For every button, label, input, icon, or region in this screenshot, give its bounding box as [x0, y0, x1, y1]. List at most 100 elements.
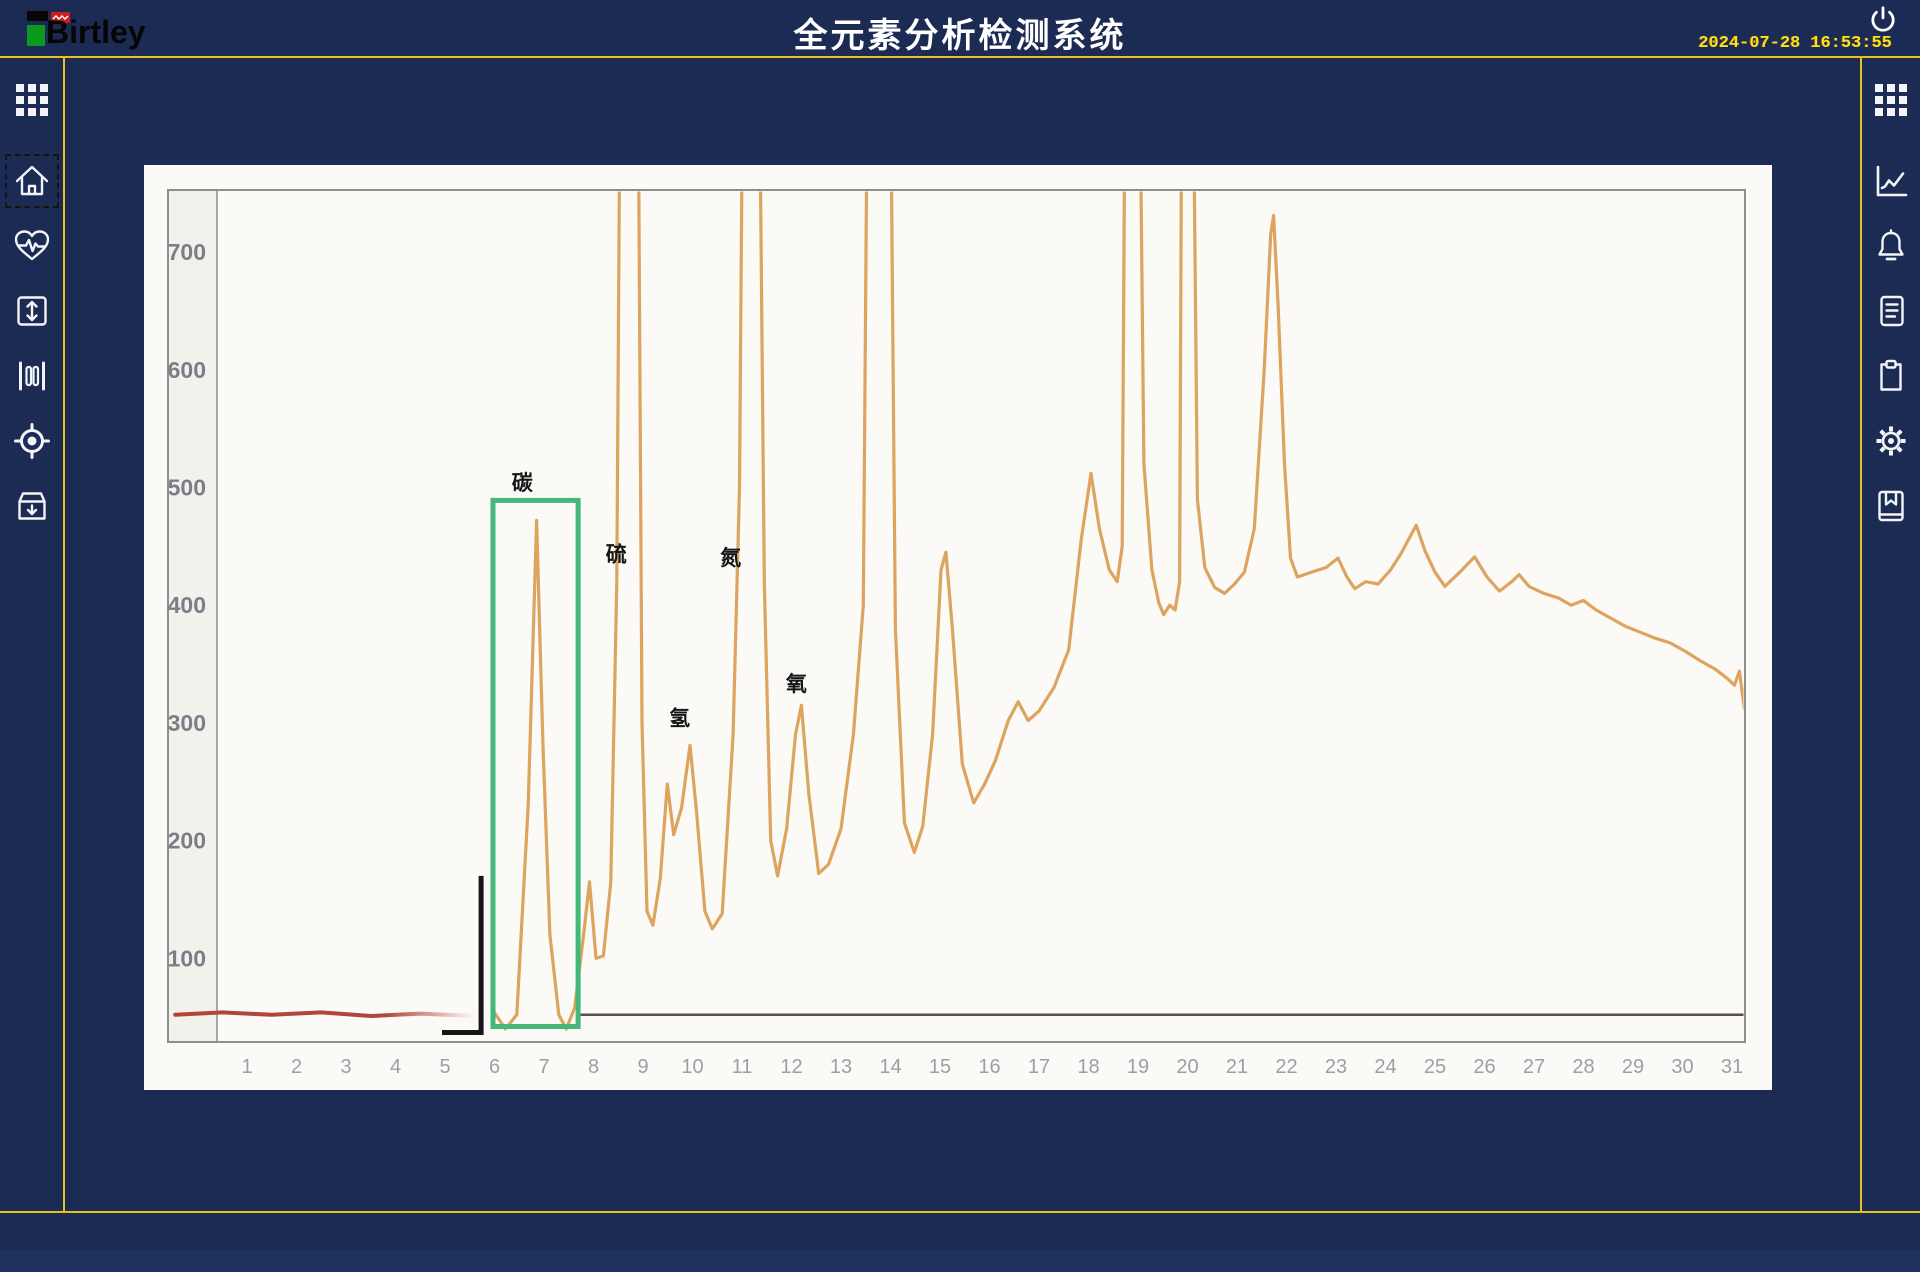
x-tick-label: 21: [1226, 1056, 1248, 1078]
sidebar-tasks-button[interactable]: [1871, 356, 1911, 396]
x-tick-label: 11: [732, 1056, 753, 1078]
sidebar-records-button[interactable]: [1871, 291, 1911, 331]
x-tick-label: 23: [1325, 1056, 1347, 1078]
document-icon: [1871, 291, 1911, 331]
x-tick-label: 16: [978, 1056, 1000, 1078]
bars-icon: [12, 356, 52, 396]
logo-text: Birtley: [46, 14, 146, 50]
x-tick-label: 20: [1176, 1056, 1198, 1078]
x-tick-label: 2: [291, 1056, 302, 1078]
x-tick-label: 28: [1572, 1056, 1594, 1078]
grid-icon: [1871, 80, 1911, 120]
bottom-status-strip: [0, 1250, 1920, 1272]
chart-line-icon: [1871, 161, 1911, 201]
scan-paper: [144, 165, 1772, 1090]
x-tick-label: 24: [1374, 1056, 1396, 1078]
element-label: 碳: [512, 471, 534, 495]
sidebar-archive-button[interactable]: [12, 486, 52, 526]
archive-icon: [12, 486, 52, 526]
x-tick-label: 27: [1523, 1056, 1545, 1078]
integration-mark: [442, 875, 484, 1035]
left-divider-line: [63, 57, 65, 1212]
sidebar-columns-button[interactable]: [12, 356, 52, 396]
y-tick-label: 600: [168, 357, 206, 383]
sidebar-trend-chart-button[interactable]: [1871, 161, 1911, 201]
x-tick-label: 19: [1127, 1056, 1149, 1078]
y-tick-label: 200: [168, 828, 206, 854]
sidebar-home-button[interactable]: [4, 154, 59, 208]
logo-red-square: [51, 12, 70, 23]
bell-icon: [1871, 226, 1911, 266]
x-tick-label: 9: [637, 1056, 648, 1078]
x-tick-label: 31: [1721, 1056, 1743, 1078]
x-tick-label: 4: [390, 1056, 401, 1078]
x-tick-label: 14: [879, 1056, 901, 1078]
chromatogram-panel: 700 600 500 400 300 200 100 1 2 3 4 5 6 7 8 9 10 11 12 13 14…: [144, 165, 1772, 1090]
sidebar-settings-button[interactable]: [1871, 421, 1911, 461]
logo-black-square: [27, 11, 48, 21]
sidebar-apps-menu-button[interactable]: [12, 80, 52, 120]
y-tick-label: 700: [168, 239, 206, 265]
plot-frame: [167, 189, 1746, 1043]
x-tick-label: 8: [588, 1056, 599, 1078]
sidebar-health-monitor-button[interactable]: [12, 226, 52, 266]
book-icon: [1871, 486, 1911, 526]
datetime-display: 2024-07-28 16:53:55: [1698, 34, 1892, 53]
x-tick-label: 6: [489, 1056, 500, 1078]
clipboard-icon: [1871, 356, 1911, 396]
power-icon: [1868, 4, 1898, 34]
sidebar-apps-menu-button[interactable]: [1871, 80, 1911, 120]
highlight-box-carbon: [490, 497, 581, 1029]
sidebar-manual-button[interactable]: [1871, 486, 1911, 526]
right-sidebar: [1862, 57, 1920, 1213]
v-resize-icon: [12, 291, 52, 331]
x-tick-label: 5: [439, 1056, 450, 1078]
sidebar-vertical-range-button[interactable]: [12, 291, 52, 331]
x-tick-label: 3: [340, 1056, 351, 1078]
heartbeat-icon: [12, 226, 52, 266]
x-tick-label: 12: [780, 1056, 802, 1078]
logo-wave-icon: [52, 15, 69, 20]
y-tick-label: 100: [168, 945, 206, 971]
x-tick-label: 13: [830, 1056, 852, 1078]
x-tick-label: 10: [681, 1056, 703, 1078]
sidebar-alerts-button[interactable]: [1871, 226, 1911, 266]
x-tick-label: 22: [1275, 1056, 1297, 1078]
logo-green-square: [27, 25, 45, 46]
trace-group: [173, 191, 1744, 1031]
x-tick-label: 26: [1473, 1056, 1495, 1078]
left-sidebar: [0, 57, 63, 1213]
y-tick-label: 500: [168, 475, 206, 501]
series-baseline-red: [173, 1010, 477, 1018]
x-tick-label: 29: [1622, 1056, 1644, 1078]
x-tick-label: 15: [929, 1056, 951, 1078]
top-bar: Birtley 全元素分析检测系统 2024-07-28 16:53:55: [0, 0, 1920, 58]
target-icon: [12, 421, 52, 461]
date-text: 2024-07-28: [1698, 34, 1801, 53]
element-label: 硫: [606, 543, 627, 567]
axis-margin-shade: [169, 191, 217, 1041]
x-tick-label: 1: [241, 1056, 252, 1078]
power-button[interactable]: [1868, 4, 1898, 34]
y-tick-label: 400: [168, 592, 206, 618]
time-text: 16:53:55: [1810, 34, 1892, 53]
bottom-divider-line: [0, 1211, 1920, 1213]
gear-icon: [1871, 421, 1911, 461]
home-icon: [12, 161, 52, 201]
right-divider-line: [1860, 57, 1862, 1212]
y-tick-label: 300: [168, 710, 206, 736]
x-tick-label: 18: [1077, 1056, 1099, 1078]
element-label: 氧: [786, 672, 807, 696]
x-tick-label: 17: [1028, 1056, 1050, 1078]
grid-icon: [12, 80, 52, 120]
element-label: 氮: [720, 546, 741, 570]
brand-logo: Birtley: [26, 6, 196, 54]
x-tick-label: 30: [1671, 1056, 1693, 1078]
element-label: 氢: [669, 706, 690, 730]
page-title: 全元素分析检测系统: [793, 17, 1127, 55]
x-tick-label: 7: [538, 1056, 549, 1078]
sidebar-target-button[interactable]: [12, 421, 52, 461]
series-signal: [491, 191, 1744, 1031]
x-tick-label: 25: [1424, 1056, 1446, 1078]
